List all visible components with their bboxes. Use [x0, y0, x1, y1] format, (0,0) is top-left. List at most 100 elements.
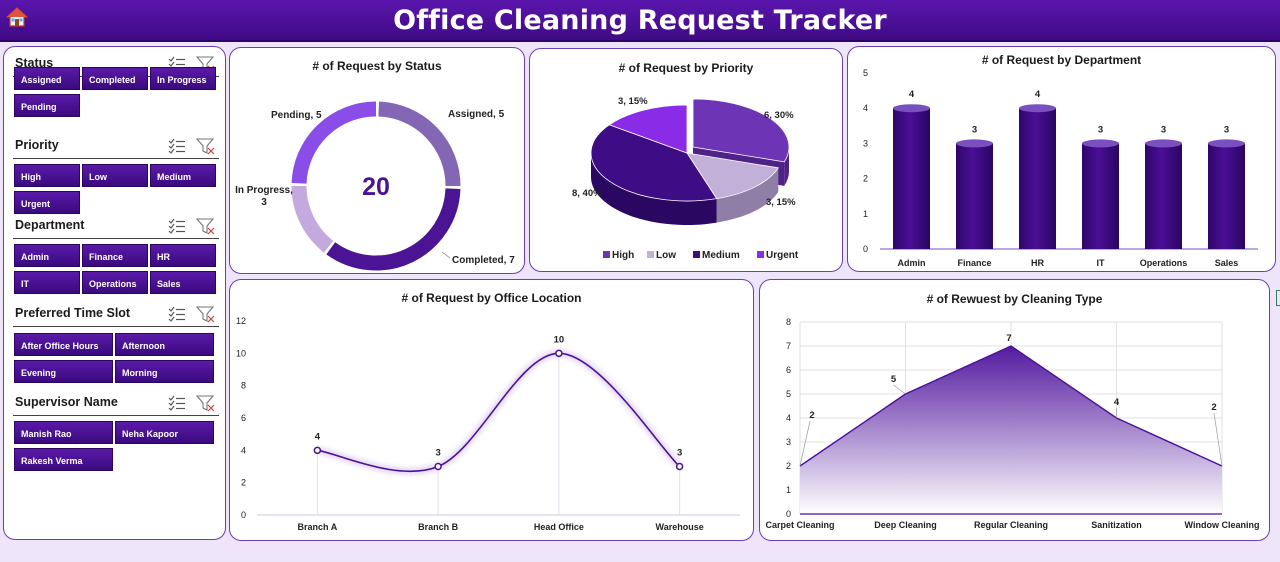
slicer-item[interactable]: Assigned: [14, 67, 80, 90]
pie-slice[interactable]: [692, 98, 790, 163]
x-tick-label: HR: [1031, 258, 1044, 268]
slicer-title: Supervisor Name: [15, 395, 118, 409]
doughnut-segment[interactable]: [378, 101, 461, 187]
bar-cap: [1082, 139, 1119, 148]
location-line-chart: 0 2 4 6 8 10 12 4 Branch A 3 Branch B 10 Head Office…: [236, 316, 740, 532]
multi-select-icon[interactable]: [168, 218, 185, 234]
slicer-item[interactable]: Urgent: [14, 191, 80, 214]
priority-chart[interactable]: # of Request by Priority 6, 30% 3, 15% 8, …: [529, 48, 843, 272]
data-point[interactable]: [555, 349, 563, 358]
x-tick-label: Sales: [1215, 258, 1239, 268]
slicer-item[interactable]: In Progress: [150, 67, 216, 90]
clear-filter-icon[interactable]: [195, 306, 215, 323]
data-label: 3: [972, 124, 977, 135]
clear-filter-icon[interactable]: [195, 138, 215, 155]
slicer-item[interactable]: Evening: [14, 360, 113, 383]
x-tick-label: Finance: [957, 258, 991, 268]
clear-filter-icon[interactable]: [195, 218, 215, 235]
multi-select-icon[interactable]: [168, 138, 185, 154]
x-tick-label: Window Cleaning: [1185, 520, 1260, 530]
x-tick-label: IT: [1097, 258, 1106, 268]
slicer-item[interactable]: IT: [14, 271, 80, 294]
pie-slice[interactable]: [590, 124, 718, 202]
y-tick-label: 0: [863, 244, 868, 254]
y-tick-label: 8: [241, 381, 246, 391]
slicer-title: Preferred Time Slot: [15, 306, 131, 320]
status-doughnut: 20 Assigned, 5 Completed, 7 In Progress,3 Pe…: [235, 101, 515, 271]
slicer-icons: [168, 306, 215, 323]
legend-label[interactable]: Medium: [702, 250, 740, 261]
data-point[interactable]: [313, 446, 322, 455]
slicer-icons: [168, 138, 215, 155]
bar[interactable]: [1019, 108, 1056, 249]
data-label: 3: [677, 448, 682, 459]
bar[interactable]: [893, 108, 930, 249]
slicer-item[interactable]: After Office Hours: [14, 333, 113, 356]
x-tick-label: Admin: [898, 258, 926, 268]
x-tick-label: Carpet Cleaning: [765, 520, 834, 530]
slicer-item[interactable]: HR: [150, 244, 216, 267]
slicer-item[interactable]: Manish Rao: [14, 421, 113, 444]
clear-filter-icon[interactable]: [195, 395, 215, 412]
x-tick-label: Branch B: [418, 522, 459, 532]
department-chart[interactable]: # of Request by Department 0 1 2 3 4 5 4 Admin 3…: [847, 46, 1276, 272]
doughnut-segment[interactable]: [326, 188, 461, 271]
data-point[interactable]: [675, 462, 684, 471]
slicer-item[interactable]: Neha Kapoor: [115, 421, 214, 444]
doughnut-segment[interactable]: [291, 101, 377, 184]
slicer-item[interactable]: High: [14, 164, 80, 187]
slicer-item[interactable]: Low: [82, 164, 148, 187]
pie-slice[interactable]: [686, 152, 779, 200]
multi-select-icon[interactable]: [168, 306, 185, 322]
slicer-item[interactable]: Morning: [115, 360, 214, 383]
data-label: Pending, 5: [271, 110, 322, 121]
data-label: 3: [1098, 124, 1103, 135]
slicer-item[interactable]: Afternoon: [115, 333, 214, 356]
pie-slice[interactable]: [608, 104, 688, 154]
legend-label[interactable]: Urgent: [766, 250, 799, 261]
slicer-item[interactable]: Operations: [82, 271, 148, 294]
data-label: 3: [435, 448, 440, 459]
slicer-panel: Status Assigned Completed In Progress Pendin…: [3, 46, 226, 540]
data-label: 2: [1211, 402, 1216, 413]
data-label: 3: [1224, 124, 1229, 135]
y-tick-label: 2: [241, 478, 246, 488]
y-tick-label: 12: [236, 316, 246, 326]
slicer-item[interactable]: Medium: [150, 164, 216, 187]
data-point[interactable]: [434, 462, 442, 471]
home-icon[interactable]: [6, 6, 28, 28]
legend-label[interactable]: Low: [656, 250, 676, 261]
slicer-item[interactable]: Completed: [82, 67, 148, 90]
scroll-handle[interactable]: [1276, 290, 1280, 306]
doughnut-segment[interactable]: [291, 185, 334, 253]
legend-label[interactable]: High: [612, 250, 634, 261]
slicer-item[interactable]: Admin: [14, 244, 80, 267]
priority-pie: 6, 30% 3, 15% 8, 40% 3, 15% High Low Medium Urg…: [572, 96, 799, 261]
series-line[interactable]: [317, 352, 681, 472]
pie-side: [591, 153, 717, 226]
cleaning-chart[interactable]: # of Rewuest by Cleaning Type 0 1 2 3 4 5 6 7 8 2…: [759, 279, 1270, 541]
area-series[interactable]: [800, 346, 1222, 514]
bar[interactable]: [1208, 143, 1245, 249]
bar[interactable]: [1145, 143, 1182, 249]
location-chart[interactable]: # of Request by Office Location 0 2 4 6 8 10 1…: [229, 279, 754, 541]
slicer-item[interactable]: Rakesh Verma: [14, 448, 113, 471]
slicer-item[interactable]: Finance: [82, 244, 148, 267]
bar[interactable]: [956, 143, 993, 249]
y-tick-label: 0: [786, 509, 791, 519]
y-tick-label: 5: [786, 389, 791, 399]
status-chart[interactable]: # of Request by Status 20 Assigned, 5 Comp…: [229, 47, 525, 274]
page-title: Office Cleaning Request Tracker: [393, 5, 887, 36]
legend-swatch: [757, 251, 764, 258]
slicer-item[interactable]: Sales: [150, 271, 216, 294]
bar-cap: [1019, 104, 1056, 113]
slicer-header: Preferred Time Slot: [13, 303, 219, 327]
x-tick-label: Warehouse: [656, 522, 704, 532]
data-label: 3, 15%: [618, 96, 648, 107]
data-label: 4: [1114, 397, 1120, 408]
multi-select-icon[interactable]: [168, 395, 185, 411]
legend-swatch: [603, 251, 610, 258]
slicer-item[interactable]: Pending: [14, 94, 80, 117]
bar[interactable]: [1082, 143, 1119, 249]
slicer-icons: [168, 395, 215, 412]
